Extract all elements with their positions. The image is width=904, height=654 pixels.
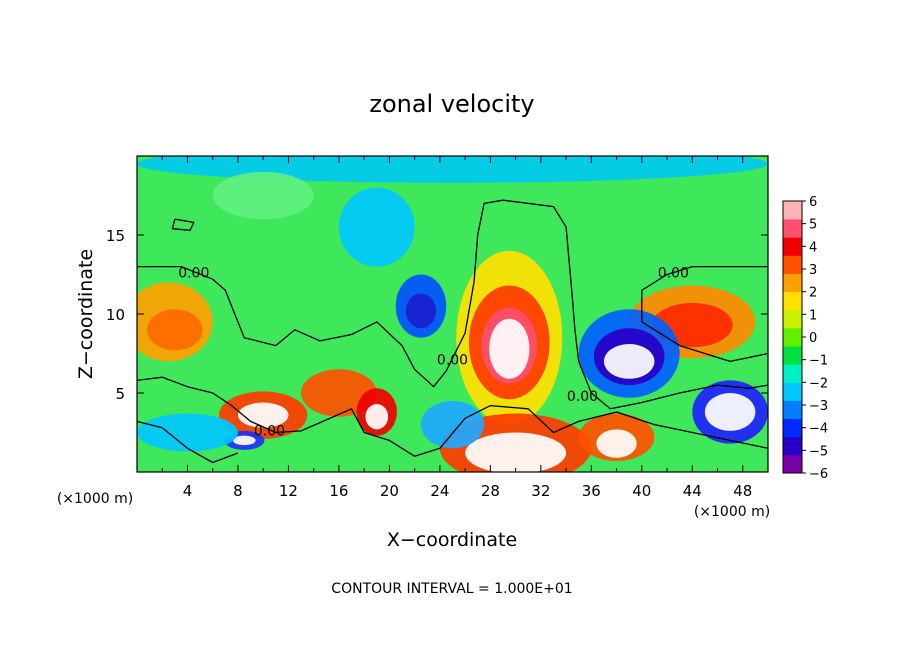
- upper-cyan-band: [137, 156, 768, 183]
- x-tick-label: 28: [481, 482, 500, 500]
- cluster-white: [365, 404, 389, 430]
- colorbar-tick-label: −5: [809, 444, 828, 459]
- y-tick-label: 15: [106, 227, 125, 245]
- low-cyan-mid: [420, 400, 485, 449]
- x-tick-label: 48: [733, 482, 752, 500]
- colorbar-swatch: [783, 273, 802, 293]
- colorbar-swatch: [783, 364, 802, 383]
- colorbar-tick-label: 3: [809, 263, 817, 278]
- contour-label-4: 0.00: [567, 389, 598, 405]
- colorbar-swatch: [783, 219, 802, 238]
- colorbar-swatch: [783, 400, 802, 419]
- zero-contour-4: [137, 376, 768, 457]
- colorbar-swatch: [783, 237, 802, 256]
- x-unit-left: (×1000 m): [57, 491, 133, 507]
- contour-label-2: 0.00: [658, 266, 689, 282]
- y-tick-label: 5: [115, 385, 125, 403]
- colorbar-tick-label: −2: [809, 376, 828, 391]
- y-axis-ticks: 5 10 15: [106, 227, 768, 403]
- light-green-patch: [212, 171, 314, 220]
- contour-label-3: 0.00: [437, 353, 468, 369]
- x-axis-label: X−coordinate: [387, 529, 517, 551]
- low-white-lens: [232, 435, 256, 446]
- central-white-core: [489, 318, 530, 379]
- contour-interval-note: CONTOUR INTERVAL = 1.000E+01: [331, 581, 572, 597]
- x-tick-label: 44: [683, 482, 702, 500]
- x-tick-label: 24: [430, 482, 449, 500]
- base-white-east: [596, 429, 637, 458]
- colorbar-swatch: [783, 309, 802, 329]
- base-white-ridge: [465, 432, 567, 472]
- x-tick-label: 8: [233, 482, 243, 500]
- colorbar-tick-label: −1: [809, 354, 828, 369]
- x-tick-label: 36: [582, 482, 601, 500]
- colorbar-swatch: [783, 418, 802, 438]
- colorbar-tick-label: −4: [809, 422, 828, 437]
- southeast-white: [704, 393, 756, 431]
- y-axis-label: Z−coordinate: [75, 249, 97, 379]
- contour-labels: 0.00 0.00 0.00 0.00 0.00: [178, 266, 689, 440]
- colorbar-swatch: [783, 291, 802, 311]
- colorbar-swatch: [783, 382, 802, 401]
- x-tick-label: 4: [183, 482, 193, 500]
- colorbar-swatch: [783, 436, 802, 456]
- west-orange-core: [147, 309, 203, 351]
- zero-contour-1: [137, 199, 768, 410]
- colorbar-tick-label: 0: [809, 331, 817, 346]
- x-tick-label: 12: [279, 482, 298, 500]
- colorbar-tick-label: 4: [809, 240, 817, 255]
- chart-title: zonal velocity: [369, 90, 534, 118]
- colorbar: 6 5 4 3 2 1 0 −1 −2 −3 −4 −5 −6: [782, 195, 828, 482]
- blue-cell-core: [405, 293, 437, 329]
- x-tick-label: 32: [531, 482, 550, 500]
- contour-label-1: 0.00: [178, 266, 209, 282]
- zero-contour-5: [137, 420, 239, 464]
- cyan-patch-upper: [338, 187, 415, 267]
- contour-label-5: 0.00: [254, 424, 285, 440]
- east-white-core: [603, 344, 655, 379]
- y-tick-label: 10: [106, 306, 125, 324]
- colorbar-swatch: [783, 327, 802, 347]
- x-unit-right: (×1000 m): [694, 504, 770, 520]
- colorbar-swatch: [783, 255, 802, 274]
- x-tick-label: 20: [380, 482, 399, 500]
- x-axis-ticks: 4 8 12 16 20 24 28 32 36 40 44 48: [161, 156, 752, 500]
- low-cyan-west: [137, 413, 238, 452]
- zero-contour-lines: [137, 199, 768, 464]
- colorbar-tick-label: 6: [809, 195, 817, 210]
- colorbar-tick-label: −3: [809, 399, 828, 414]
- colorbar-swatch: [783, 454, 802, 474]
- colorbar-swatch: [783, 201, 802, 220]
- x-tick-label: 16: [329, 482, 348, 500]
- colorbar-tick-label: −6: [809, 467, 828, 482]
- colorbar-tick-label: 5: [809, 218, 817, 233]
- colorbar-tick-label: 1: [809, 308, 817, 323]
- x-tick-label: 40: [632, 482, 651, 500]
- zero-contour-3: [641, 273, 768, 363]
- colorbar-tick-label: 2: [809, 286, 817, 301]
- colorbar-swatch: [783, 346, 802, 365]
- zero-contour-6: [171, 218, 195, 231]
- zero-contour-2: [666, 265, 768, 276]
- velocity-field: [137, 156, 768, 472]
